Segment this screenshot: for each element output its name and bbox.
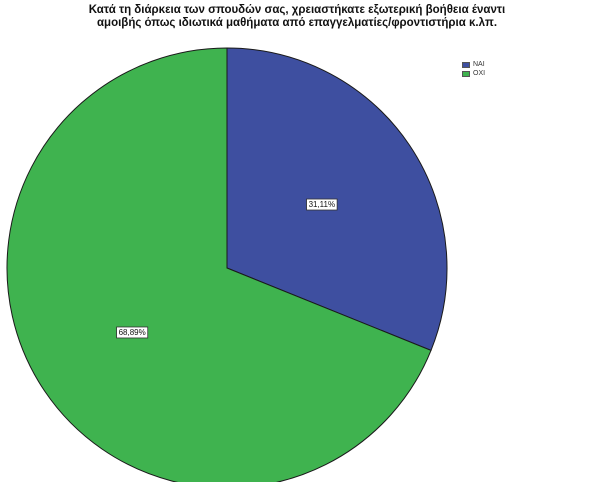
pie-slices (6, 47, 448, 482)
legend-swatch-nai (462, 61, 470, 68)
data-label-text-οχι: 68,89% (119, 328, 146, 337)
legend-label-oxi: ΟΧΙ (473, 70, 486, 77)
chart-title: Κατά τη διάρκεια των σπουδών σας, χρειασ… (0, 4, 594, 30)
legend-item-oxi: ΟΧΙ (462, 69, 485, 78)
data-label-οχι: 68,89% (116, 326, 149, 339)
data-label-box-οχι (116, 326, 149, 339)
legend-item-nai: ΝΑΙ (462, 60, 485, 69)
data-label-text-ναι: 31,11% (309, 200, 336, 209)
legend-swatch-oxi (462, 70, 470, 77)
data-label-box-ναι (306, 198, 338, 211)
data-label-ναι: 31,11% (306, 198, 338, 211)
legend: ΝΑΙ ΟΧΙ (462, 60, 485, 78)
pie-data-labels: 31,11% 68,89% (116, 198, 338, 339)
legend-label-nai: ΝΑΙ (473, 61, 485, 68)
chart-title-line-2: αμοιβής όπως ιδιωτικά μαθήματα από επαγγ… (96, 17, 498, 29)
chart-title-line-1: Κατά τη διάρκεια των σπουδών σας, χρειασ… (88, 4, 506, 16)
pie-slice-οχι (6, 47, 432, 482)
